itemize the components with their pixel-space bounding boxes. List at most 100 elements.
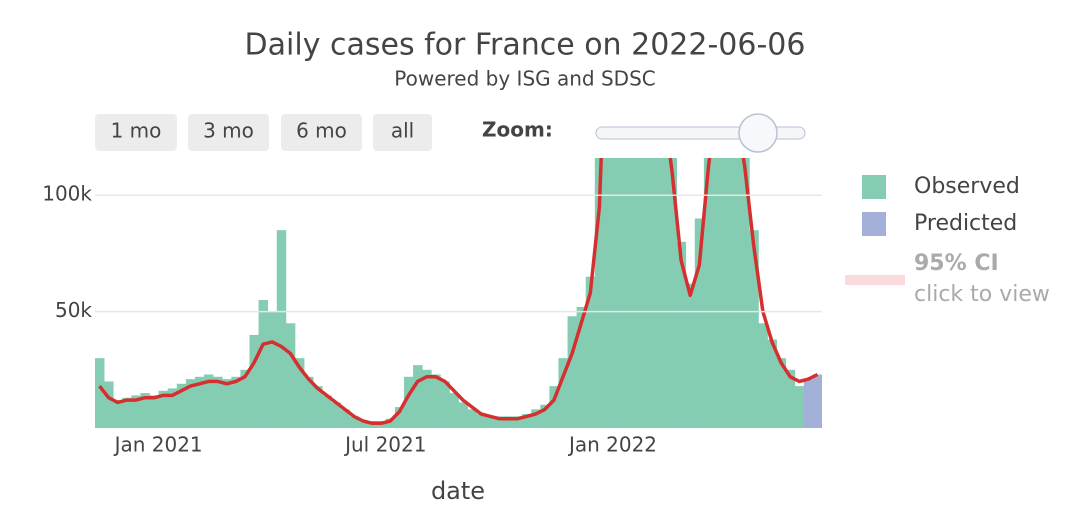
bar — [731, 158, 741, 428]
bar — [285, 323, 296, 428]
bar — [258, 299, 269, 428]
bar — [667, 158, 677, 428]
range-button[interactable] — [281, 114, 362, 151]
range-button-label[interactable]: 6 mo — [296, 119, 347, 143]
bar — [485, 416, 496, 428]
bar — [540, 404, 550, 428]
range-button-label[interactable]: all — [391, 119, 414, 143]
bar — [612, 158, 623, 428]
bar — [722, 158, 732, 428]
bar — [658, 158, 668, 428]
bar — [585, 276, 596, 428]
legend-label[interactable]: Observed — [914, 174, 1020, 199]
bar — [231, 376, 241, 428]
legend-swatch[interactable] — [862, 212, 886, 236]
y-tick-label: 100k — [42, 182, 92, 206]
bar — [304, 376, 314, 428]
legend-label[interactable]: 95% CI — [914, 251, 999, 276]
bar — [594, 158, 605, 428]
bar — [140, 393, 150, 428]
bar — [576, 306, 587, 428]
bar — [440, 381, 450, 428]
bar — [758, 323, 768, 428]
bar — [449, 393, 459, 428]
bar — [122, 397, 132, 428]
bar — [467, 409, 478, 428]
bar — [712, 158, 723, 428]
legend-label[interactable]: Predicted — [914, 211, 1017, 236]
bar — [358, 421, 369, 428]
bar — [794, 386, 805, 428]
trend-line — [98, 158, 819, 426]
bar — [694, 218, 705, 428]
bar — [812, 374, 822, 428]
bar — [240, 369, 250, 428]
bar — [167, 388, 178, 428]
bar — [703, 158, 714, 428]
bar — [622, 158, 632, 428]
range-button[interactable] — [95, 114, 177, 151]
bar — [503, 416, 514, 428]
range-button-label[interactable]: 3 mo — [203, 119, 254, 143]
bar — [104, 381, 114, 428]
bar — [131, 395, 141, 428]
bar — [776, 358, 787, 428]
bar — [176, 383, 187, 428]
bar — [331, 402, 341, 428]
x-tick-label: Jul 2021 — [343, 433, 426, 457]
bar — [740, 158, 750, 428]
bar — [422, 369, 432, 428]
zoom-label: Zoom: — [482, 118, 553, 142]
plot-area — [95, 158, 822, 428]
range-button-label[interactable]: 1 mo — [111, 119, 162, 143]
bar — [676, 241, 687, 428]
bar — [322, 395, 332, 428]
bar — [785, 369, 796, 428]
bar — [276, 230, 287, 428]
bar — [749, 230, 759, 428]
range-button[interactable] — [188, 114, 269, 151]
bar — [349, 416, 359, 428]
chart-title: Daily cases for France on 2022-06-06 — [245, 28, 806, 63]
bar — [113, 400, 123, 428]
y-tick-label: 50k — [55, 298, 92, 322]
bar — [767, 339, 777, 428]
bar — [558, 358, 568, 428]
bar — [522, 414, 532, 428]
x-tick-label: Jan 2022 — [567, 433, 657, 457]
bar — [394, 407, 405, 428]
bar — [685, 283, 696, 428]
bar — [385, 418, 396, 428]
bar — [149, 395, 160, 428]
bar — [649, 158, 659, 428]
x-axis-title: date — [431, 477, 485, 505]
bar — [213, 376, 223, 428]
bar — [476, 414, 487, 428]
bar — [413, 365, 423, 428]
bar — [458, 402, 468, 428]
chart-subtitle: Powered by ISG and SDSC — [394, 67, 655, 91]
bar — [603, 158, 614, 428]
bar — [313, 386, 323, 428]
legend-hint[interactable]: click to view — [914, 282, 1050, 307]
bar — [531, 409, 541, 428]
bar — [640, 158, 650, 428]
zoom-handle[interactable] — [738, 113, 778, 153]
bar — [549, 386, 559, 428]
bar — [294, 358, 305, 428]
bar — [513, 416, 523, 428]
bar — [403, 376, 414, 428]
bar — [185, 379, 196, 428]
bar — [267, 311, 278, 428]
bar — [194, 376, 205, 428]
bar — [340, 409, 350, 428]
bar — [222, 379, 232, 428]
range-button[interactable] — [373, 114, 432, 151]
legend-swatch[interactable] — [862, 175, 886, 199]
bar — [95, 358, 105, 428]
bar — [567, 316, 578, 428]
bar — [431, 374, 441, 428]
bar — [803, 379, 814, 428]
bar — [249, 334, 259, 428]
